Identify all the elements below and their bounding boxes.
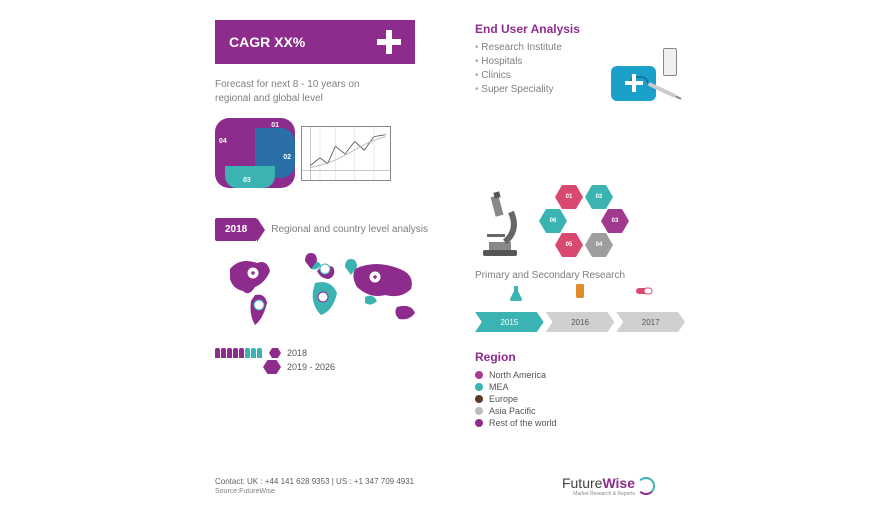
- dot-icon: [475, 383, 483, 391]
- left-column: CAGR XX% Forecast for next 8 - 10 years …: [215, 20, 445, 374]
- quad-03: 03: [243, 177, 251, 184]
- microscope-row: 01 02 03 04 05 06: [475, 185, 685, 265]
- medical-kit-graphic: [601, 48, 681, 108]
- right-column: End User Analysis Research Institute Hos…: [475, 22, 685, 430]
- hex-01: 01: [555, 185, 583, 209]
- legend-year-1: 2018: [287, 348, 307, 358]
- timeline: 2015 2016 2017: [475, 312, 685, 332]
- year-badge: 2018: [215, 218, 257, 241]
- timeline-step: 2016: [546, 312, 615, 332]
- timeline-step: 2017: [616, 312, 685, 332]
- timeline-icons: [475, 284, 685, 302]
- logo-swirl-icon: [637, 477, 655, 495]
- contact-block: Contact: UK : +44 141 628 9353 | US : +1…: [215, 477, 414, 495]
- dot-icon: [475, 419, 483, 427]
- iv-bag-icon: [663, 48, 677, 76]
- people-legend-2: 2019 - 2026: [215, 360, 445, 374]
- research-text: Primary and Secondary Research: [475, 269, 685, 282]
- source-text: Source:FutureWise: [215, 488, 414, 495]
- legend-year-2: 2019 - 2026: [287, 362, 335, 372]
- hex-icon: [269, 348, 281, 358]
- quad-04: 04: [219, 138, 227, 145]
- quad-02: 02: [283, 154, 291, 161]
- hex-03: 03: [601, 209, 629, 233]
- microscope-icon: [475, 190, 525, 260]
- hex-04: 04: [585, 233, 613, 257]
- region-item: North America: [475, 370, 685, 380]
- region-title: Region: [475, 350, 685, 364]
- timeline-step: 2015: [475, 312, 544, 332]
- region-section: Region North America MEA Europe Asia Pac…: [475, 350, 685, 428]
- cagr-label: CAGR XX%: [229, 34, 305, 50]
- bottle-icon: [576, 284, 584, 298]
- cagr-banner: CAGR XX%: [215, 20, 415, 64]
- dot-icon: [475, 395, 483, 403]
- flask-icon: [507, 284, 525, 302]
- logo-text: FutureWise Market Research & Reports: [562, 475, 635, 497]
- line-chart-sketch: [301, 126, 391, 181]
- hex-05: 05: [555, 233, 583, 257]
- infographic-canvas: CAGR XX% Forecast for next 8 - 10 years …: [175, 0, 695, 515]
- hex-cluster: 01 02 03 04 05 06: [533, 185, 643, 265]
- people-icons: [215, 348, 263, 358]
- region-item: Asia Pacific: [475, 406, 685, 416]
- dot-icon: [475, 407, 483, 415]
- hex-06: 06: [539, 209, 567, 233]
- futurewise-logo: FutureWise Market Research & Reports: [562, 475, 655, 497]
- dot-icon: [475, 371, 483, 379]
- region-item: Rest of the world: [475, 418, 685, 428]
- quad-chart-row: 01 02 03 04: [215, 118, 445, 188]
- hex-icon-big: [263, 360, 281, 374]
- hex-02: 02: [585, 185, 613, 209]
- pill-icon: [635, 284, 653, 298]
- region-item: MEA: [475, 382, 685, 392]
- analysis-row: 2018 Regional and country level analysis: [215, 218, 445, 241]
- quad-01: 01: [271, 122, 279, 129]
- logo-tagline: Market Research & Reports: [562, 491, 635, 497]
- quad-box: 01 02 03 04: [215, 118, 295, 188]
- analysis-text: Regional and country level analysis: [271, 223, 428, 236]
- end-user-title: End User Analysis: [475, 22, 685, 36]
- plus-icon: [377, 30, 401, 54]
- forecast-text: Forecast for next 8 - 10 years on region…: [215, 78, 385, 106]
- region-item: Europe: [475, 394, 685, 404]
- region-list: North America MEA Europe Asia Pacific Re…: [475, 370, 685, 428]
- people-legend-1: 2018: [215, 348, 445, 358]
- world-map: [215, 249, 445, 344]
- contact-text: Contact: UK : +44 141 628 9353 | US : +1…: [215, 477, 414, 486]
